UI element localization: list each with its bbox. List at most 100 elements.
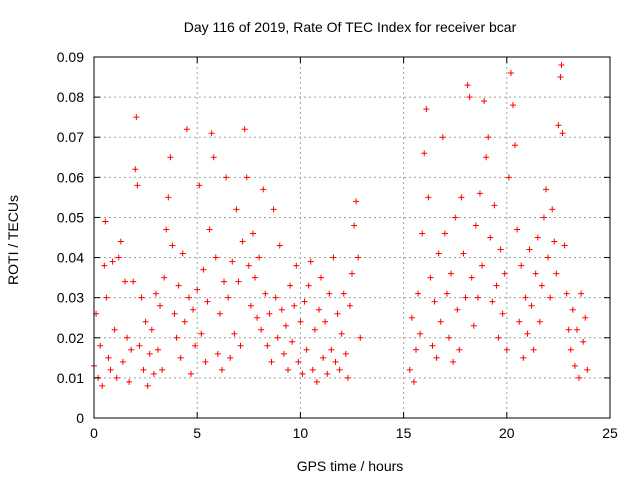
- data-point: [561, 242, 568, 249]
- chart-title: Day 116 of 2019, Rate Of TEC Index for r…: [184, 19, 517, 35]
- data-point: [318, 274, 325, 281]
- data-point: [491, 202, 498, 209]
- data-point: [254, 314, 261, 321]
- data-point: [303, 346, 310, 353]
- x-tick-label: 5: [193, 425, 201, 441]
- data-point: [483, 154, 490, 161]
- data-point: [576, 374, 583, 381]
- data-point: [138, 294, 145, 301]
- y-tick-label: 0: [76, 410, 84, 426]
- data-point: [235, 278, 242, 285]
- data-point: [559, 130, 566, 137]
- data-point: [567, 346, 574, 353]
- data-point: [497, 246, 504, 253]
- data-point: [276, 242, 283, 249]
- data-point: [417, 330, 424, 337]
- data-point: [435, 250, 442, 257]
- y-tick-label: 0.03: [57, 290, 84, 306]
- data-point: [503, 346, 510, 353]
- data-point: [452, 214, 459, 221]
- data-points: [91, 62, 591, 389]
- data-point: [495, 334, 502, 341]
- data-point: [109, 258, 116, 265]
- data-point: [241, 126, 248, 133]
- data-point: [282, 322, 289, 329]
- data-point: [198, 330, 205, 337]
- data-point: [557, 74, 564, 81]
- y-tick-label: 0.05: [57, 209, 84, 225]
- data-point: [346, 302, 353, 309]
- data-point: [311, 326, 318, 333]
- data-point: [150, 370, 157, 377]
- data-point: [163, 226, 170, 233]
- data-point: [227, 354, 234, 361]
- data-point: [134, 182, 141, 189]
- data-point: [251, 274, 258, 281]
- data-point: [243, 174, 250, 181]
- data-point: [113, 374, 120, 381]
- data-point: [408, 314, 415, 321]
- data-point: [192, 342, 199, 349]
- data-point: [526, 246, 533, 253]
- data-point: [214, 350, 221, 357]
- data-point: [183, 126, 190, 133]
- data-point: [196, 182, 203, 189]
- data-point: [233, 206, 240, 213]
- data-point: [103, 294, 110, 301]
- data-point: [524, 330, 531, 337]
- data-point: [324, 370, 331, 377]
- data-point: [102, 218, 109, 225]
- axis-ticks: 0 5 10 15 20 25 0 0.01 0.02 0.03 0.04 0.05 0.06 0.07 0…: [57, 49, 618, 441]
- data-point: [200, 266, 207, 273]
- data-point: [573, 326, 580, 333]
- data-point: [159, 366, 166, 373]
- data-point: [481, 98, 488, 105]
- data-point: [326, 290, 333, 297]
- data-point: [571, 362, 578, 369]
- x-tick-label: 25: [602, 425, 618, 441]
- data-point: [514, 226, 521, 233]
- data-point: [406, 366, 413, 373]
- data-point: [289, 338, 296, 345]
- data-point: [472, 222, 479, 229]
- data-point: [295, 358, 302, 365]
- data-point: [421, 150, 428, 157]
- data-point: [229, 258, 236, 265]
- data-point: [551, 238, 558, 245]
- data-point: [532, 270, 539, 277]
- data-point: [443, 290, 450, 297]
- data-point: [330, 254, 337, 261]
- data-point: [357, 334, 364, 341]
- data-point: [206, 226, 213, 233]
- data-point: [538, 282, 545, 289]
- data-point: [188, 370, 195, 377]
- data-point: [231, 330, 238, 337]
- data-point: [152, 290, 159, 297]
- data-point: [301, 298, 308, 305]
- data-point: [315, 306, 322, 313]
- data-point: [221, 278, 228, 285]
- data-point: [260, 186, 267, 193]
- data-point: [474, 294, 481, 301]
- data-point: [332, 358, 339, 365]
- data-point: [439, 134, 446, 141]
- y-axis-label: ROTI / TECUs: [5, 195, 21, 285]
- data-point: [501, 270, 508, 277]
- data-point: [124, 334, 131, 341]
- data-point: [270, 206, 277, 213]
- data-point: [278, 306, 285, 313]
- y-tick-label: 0.07: [57, 129, 84, 145]
- data-point: [128, 346, 135, 353]
- data-point: [117, 238, 124, 245]
- data-point: [448, 270, 455, 277]
- data-point: [285, 366, 292, 373]
- data-point: [578, 290, 585, 297]
- data-point: [412, 346, 419, 353]
- data-point: [476, 190, 483, 197]
- data-point: [140, 366, 147, 373]
- y-tick-label: 0.06: [57, 169, 84, 185]
- data-point: [185, 294, 192, 301]
- data-point: [425, 194, 432, 201]
- data-point: [126, 378, 133, 385]
- data-point: [167, 154, 174, 161]
